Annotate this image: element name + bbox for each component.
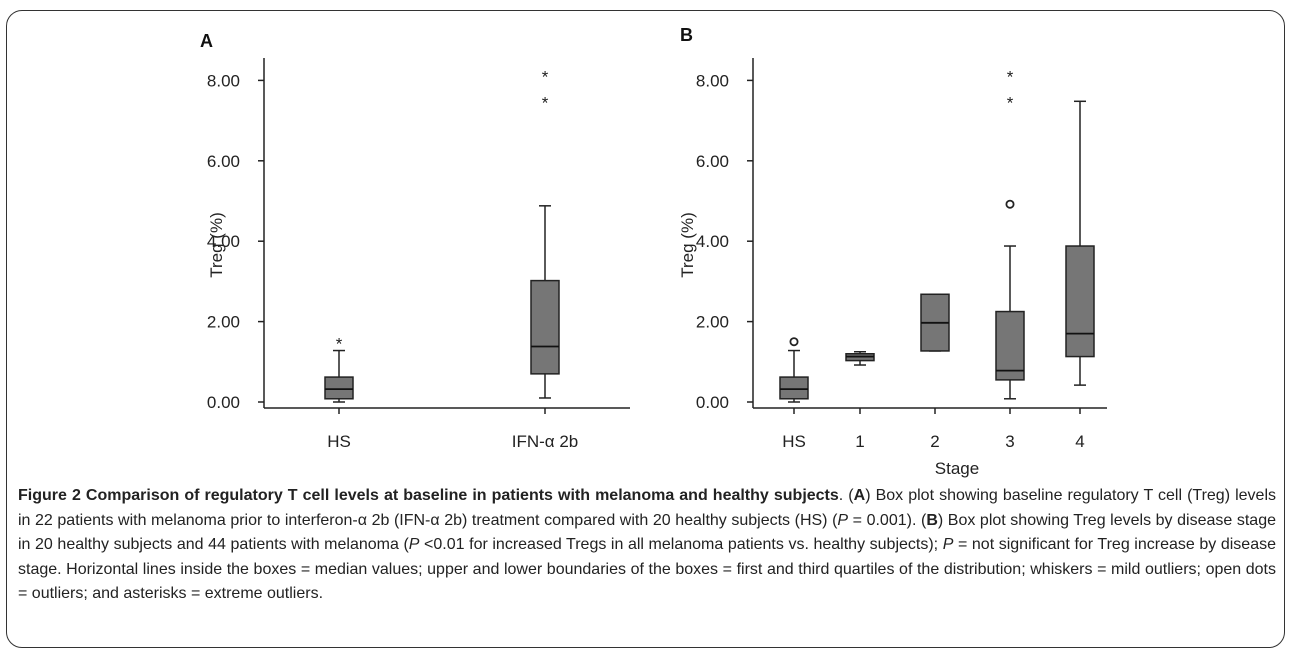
panel-label-a: A	[200, 31, 213, 51]
caption-p-symbol: P	[942, 536, 954, 553]
x-tick-label: HS	[782, 432, 806, 451]
x-tick-label: IFN-α 2b	[512, 432, 579, 451]
y-tick-label: 6.00	[207, 152, 240, 171]
x-tick-label: HS	[327, 432, 351, 451]
box-hs: HS	[779, 337, 809, 451]
figure-charts: A 0.00 2.00 4.00 6.00 8.00 Treg (%) * HS * * IFN…	[200, 25, 1107, 478]
extreme-outlier-point: *	[542, 93, 549, 112]
caption-text: = not significant for Treg increase by d…	[18, 536, 1276, 602]
figure-frame	[6, 10, 1285, 648]
y-axis-label: Treg (%)	[207, 212, 226, 278]
caption-title: Figure 2 Comparison of regulatory T cell…	[18, 487, 839, 504]
x-axis-label: Stage	[935, 459, 979, 478]
y-tick-label: 8.00	[207, 71, 240, 90]
caption-p-symbol: P	[408, 536, 420, 553]
caption-text: ) Box plot showing Treg levels by diseas…	[18, 511, 1276, 554]
caption-panel-ref-b: B	[926, 511, 938, 529]
caption-text: = 0.001). (	[848, 511, 927, 529]
extreme-outlier-point: *	[336, 335, 343, 354]
box-iqr	[779, 376, 809, 400]
extreme-outlier-point: *	[542, 67, 549, 86]
x-tick-label: 3	[1005, 432, 1014, 451]
outlier-point	[789, 337, 799, 347]
box-iqr	[530, 279, 560, 375]
chart-panel-a: A 0.00 2.00 4.00 6.00 8.00 Treg (%) * HS * * IFN…	[200, 31, 630, 451]
box-iqr	[324, 376, 354, 400]
figure-caption: Figure 2 Comparison of regulatory T cell…	[18, 484, 1276, 607]
box-1: 1	[845, 351, 875, 451]
y-tick-label: 2.00	[696, 313, 729, 332]
box-2: 2	[920, 293, 950, 451]
box-iqr	[1065, 245, 1095, 358]
extreme-outlier-point: *	[1007, 93, 1014, 112]
x-tick-label: 1	[855, 432, 864, 451]
box-3: * * 3	[995, 67, 1025, 451]
outlier-point	[1005, 199, 1015, 209]
box-iqr	[995, 310, 1025, 381]
y-tick-label: 4.00	[696, 232, 729, 251]
caption-text: <0.01 for increased Tregs in all melanom…	[419, 536, 943, 553]
y-ticks-b: 0.00 2.00 4.00 6.00 8.00	[696, 71, 753, 412]
box-4: 4	[1065, 100, 1095, 451]
x-tick-label: 4	[1075, 432, 1084, 451]
y-tick-label: 8.00	[696, 71, 729, 90]
box-hs: * HS	[324, 335, 354, 451]
y-tick-label: 0.00	[696, 393, 729, 412]
chart-panel-b: B 0.00 2.00 4.00 6.00 8.00 Treg (%) Stage HS…	[678, 25, 1107, 478]
y-tick-label: 6.00	[696, 152, 729, 171]
caption-p-symbol: P	[837, 511, 849, 529]
y-tick-label: 0.00	[207, 393, 240, 412]
y-ticks-a: 0.00 2.00 4.00 6.00 8.00	[207, 71, 264, 412]
box-ifn-2b: * * IFN-α 2b	[512, 67, 579, 451]
caption-text: . (	[838, 487, 854, 504]
box-series-b: HS 1 2 * * 3 4	[779, 67, 1095, 451]
extreme-outlier-point: *	[1007, 67, 1014, 86]
box-series-a: * HS * * IFN-α 2b	[324, 67, 579, 451]
panel-label-b: B	[680, 25, 693, 45]
y-tick-label: 4.00	[207, 232, 240, 251]
y-axis-label: Treg (%)	[678, 212, 697, 278]
x-tick-label: 2	[930, 432, 939, 451]
caption-text: ) Box plot showing baseline regulatory T…	[18, 487, 1277, 529]
y-tick-label: 2.00	[207, 313, 240, 332]
caption-panel-ref-a: A	[853, 487, 866, 504]
